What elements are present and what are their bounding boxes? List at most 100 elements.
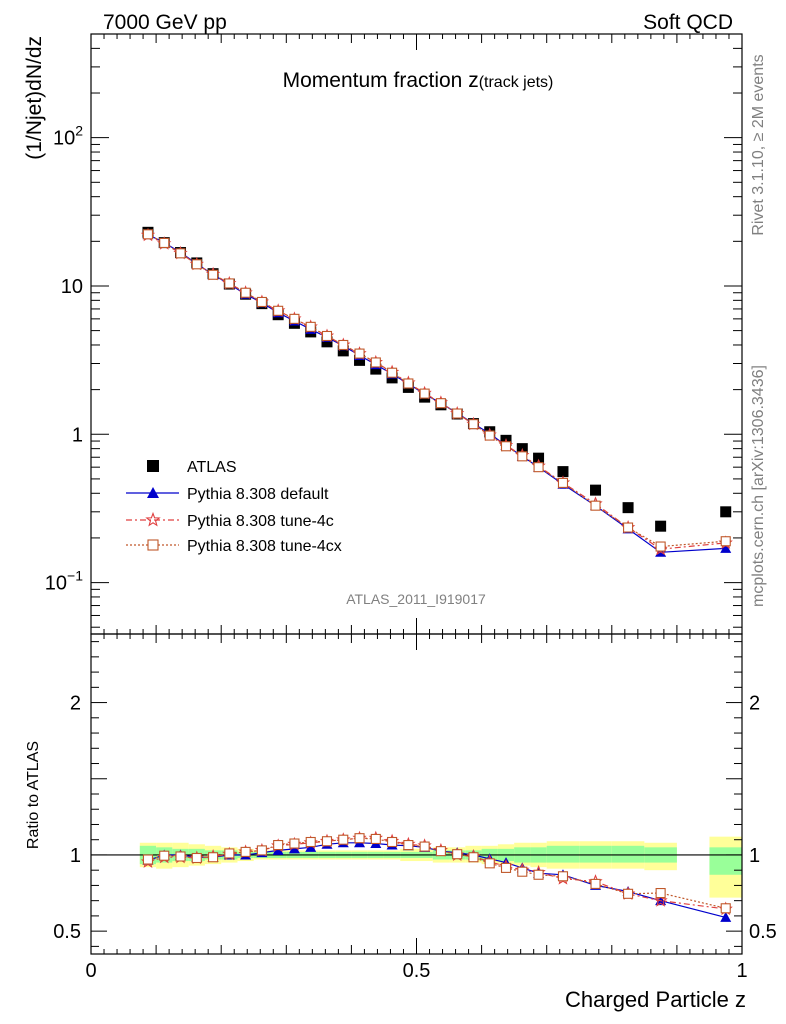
point-tune4cx-11 xyxy=(321,330,333,342)
point-tune4cx-8 xyxy=(273,305,284,316)
series-tune4cx xyxy=(142,229,731,552)
point-tune4cx-6 xyxy=(240,287,251,298)
point-atlas-29 xyxy=(720,506,732,518)
point-tune4cx-25 xyxy=(557,477,569,488)
ratio-point-tune4cx-7 xyxy=(256,845,267,856)
point-tune4cx-26 xyxy=(590,500,601,511)
point-atlas-12 xyxy=(337,345,349,357)
main-ylabel: (1/Njet)dN/dz xyxy=(23,36,46,160)
legend-label-tune4cx: Pythia 8.308 tune-4cx xyxy=(187,538,342,555)
point-tune4cx-27 xyxy=(623,522,634,533)
ratio-ytick-label-2: 0.5 xyxy=(53,921,81,943)
legend-label-tune4c: Pythia 8.308 tune-4c xyxy=(187,513,334,530)
point-tune4cx-5 xyxy=(224,278,235,289)
ratio-point-tune4cx-16 xyxy=(403,839,414,851)
ratio-point-tune4cx-21 xyxy=(484,858,495,869)
point-tune4cx-9 xyxy=(289,313,300,324)
point-tune4cx-0 xyxy=(142,229,154,240)
legend-entry-tune4c: Pythia 8.308 tune-4c xyxy=(126,511,334,530)
ratio-axis-ticks xyxy=(90,634,743,954)
legend-marker-tune4cx xyxy=(147,539,159,551)
point-tune4cx-4 xyxy=(208,269,219,280)
point-atlas-27 xyxy=(622,502,634,514)
ratio-point-tune4cx-20 xyxy=(468,852,479,863)
ratio-ytick-label-right-0: 2 xyxy=(749,693,760,715)
point-tune4cx-1 xyxy=(159,237,170,249)
ratio-point-tune4c-28 xyxy=(653,893,668,907)
main-ytick-label-1: 10 xyxy=(61,276,83,298)
ratio-ytick-label-1: 1 xyxy=(70,845,81,867)
point-tune4cx-7 xyxy=(256,296,267,308)
point-atlas-13 xyxy=(354,354,366,366)
ratio-point-tune4cx-23 xyxy=(517,866,528,877)
ratio-point-tune4cx-10 xyxy=(305,836,316,848)
point-tune4cx-15 xyxy=(387,367,398,378)
legend-label-default: Pythia 8.308 default xyxy=(187,486,329,503)
ratio-point-tune4cx-25 xyxy=(557,871,569,882)
x-axis-label: Charged Particle z xyxy=(565,987,746,1012)
legend-marker-atlas xyxy=(147,460,159,472)
ratio-point-default-29 xyxy=(720,911,732,922)
ratio-point-tune4cx-26 xyxy=(590,878,601,889)
ratio-point-tune4cx-12 xyxy=(338,834,349,845)
ratio-series-tune4cx xyxy=(142,833,731,914)
ratio-ytick-label-0: 2 xyxy=(70,693,81,715)
ratio-point-tune4cx-14 xyxy=(370,833,381,845)
ratio-point-tune4cx-0 xyxy=(142,854,154,865)
band-1sigma-25 xyxy=(546,845,580,863)
main-series-layer xyxy=(140,226,733,557)
analysis-label: ATLAS_2011_I919017 xyxy=(346,591,486,607)
legend-label-atlas: ATLAS xyxy=(187,459,237,476)
ratio-point-tune4cx-13 xyxy=(354,833,365,844)
point-tune4cx-28 xyxy=(655,541,666,552)
ratio-ytick-label-right-2: 0.5 xyxy=(749,921,777,943)
ratio-frame xyxy=(90,633,743,955)
legend: ATLAS Pythia 8.308 default Pythia 8.308 … xyxy=(126,459,342,555)
ratio-point-tune4cx-2 xyxy=(175,851,186,862)
main-y-tick-labels: 102 10 1 10−1 xyxy=(45,123,83,595)
main-axis-ticks xyxy=(90,33,743,634)
point-tune4cx-23 xyxy=(517,451,528,462)
band-1sigma-27 xyxy=(611,845,645,863)
ratio-series-layer xyxy=(140,830,733,922)
x-tick-label-1: 0.5 xyxy=(403,960,431,982)
point-atlas-26 xyxy=(590,484,602,496)
point-atlas-24 xyxy=(533,452,545,464)
ratio-point-tune4cx-22 xyxy=(500,862,512,873)
point-tune4cx-2 xyxy=(175,248,186,259)
ratio-point-tune4cx-15 xyxy=(387,836,398,848)
ratio-point-tune4cx-19 xyxy=(452,849,463,860)
legend-entry-default: Pythia 8.308 default xyxy=(126,486,329,503)
ratio-point-tune4cx-8 xyxy=(273,839,284,851)
main-title-sub: (track jets) xyxy=(479,74,554,91)
point-atlas-14 xyxy=(370,363,382,375)
legend-entry-tune4cx: Pythia 8.308 tune-4cx xyxy=(126,538,342,555)
ratio-point-tune4cx-24 xyxy=(533,869,544,880)
point-atlas-28 xyxy=(655,520,667,532)
ratio-point-tune4cx-6 xyxy=(240,846,251,857)
ratio-point-tune4cx-9 xyxy=(289,838,300,849)
ratio-ytick-label-right-1: 1 xyxy=(749,845,760,867)
ratio-point-tune4cx-4 xyxy=(208,852,219,863)
series-default xyxy=(142,229,732,557)
line-tune4c xyxy=(147,234,726,550)
point-atlas-25 xyxy=(557,466,569,478)
ratio-ylabel: Ratio to ATLAS xyxy=(25,741,42,849)
ratio-point-tune4cx-1 xyxy=(159,850,170,861)
legend-marker-tune4c xyxy=(145,511,161,527)
legend-marker-default xyxy=(147,487,159,498)
point-tune4cx-22 xyxy=(500,441,512,452)
point-tune4cx-21 xyxy=(484,430,495,441)
point-tune4cx-3 xyxy=(191,259,202,270)
x-tick-label-0: 0 xyxy=(85,960,96,982)
point-tune4cx-20 xyxy=(468,419,479,430)
point-tune4cx-13 xyxy=(354,348,365,359)
series-tune4c xyxy=(140,227,733,556)
point-tune4cx-17 xyxy=(419,388,430,399)
band-1sigma-26 xyxy=(579,845,612,863)
legend-entry-atlas: ATLAS xyxy=(147,459,237,476)
ratio-point-tune4cx-3 xyxy=(191,852,202,864)
ratio-point-tune4cx-17 xyxy=(419,841,430,852)
point-tune4cx-24 xyxy=(533,462,544,473)
